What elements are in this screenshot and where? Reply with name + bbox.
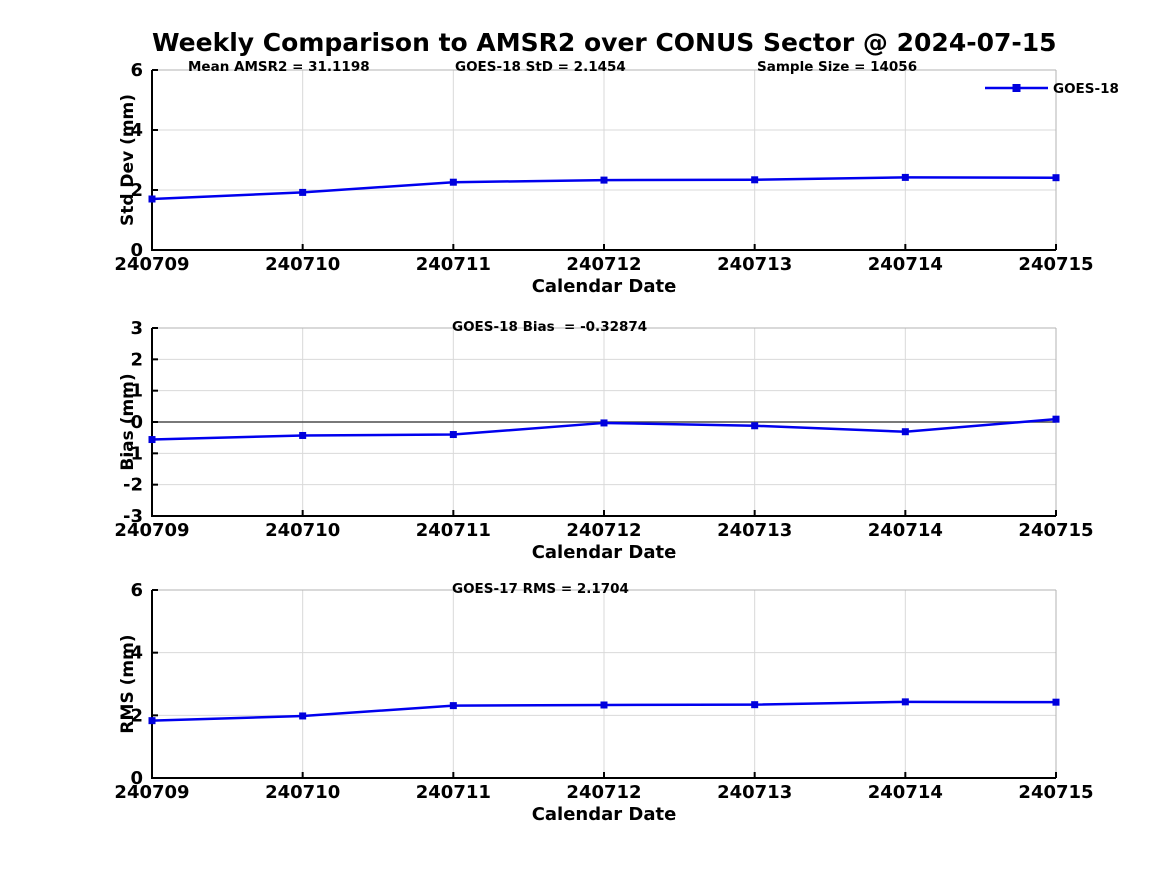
y-tick-label: 4	[130, 120, 143, 141]
legend: GOES-18	[985, 81, 1119, 97]
legend-marker	[1012, 84, 1021, 92]
annotation-text: Sample Size = 14056	[757, 59, 917, 75]
y-tick-label: 0	[130, 412, 143, 433]
y-tick-label: -3	[123, 506, 143, 527]
annotation-text: GOES-17 RMS = 2.1704	[452, 581, 629, 597]
annotation-text: GOES-18 Bias = -0.32874	[452, 319, 647, 335]
x-axis-label: Calendar Date	[532, 804, 677, 825]
data-marker	[751, 422, 759, 430]
x-tick-label: 240710	[265, 520, 340, 541]
data-marker	[148, 717, 156, 725]
x-axis-label: Calendar Date	[532, 276, 677, 297]
plot-stddev: 240709 240710 240711 240712 240713 240714 2407…	[114, 59, 1118, 297]
x-tick-label: 240712	[566, 520, 641, 541]
data-marker	[299, 431, 307, 439]
x-axis-label: Calendar Date	[532, 542, 677, 563]
x-tick-label: 240711	[416, 782, 491, 803]
y-tick-labels: 0 2 4 6	[130, 60, 143, 261]
y-tick-label: -1	[123, 443, 143, 464]
data-marker	[299, 188, 307, 196]
annotation-text: Mean AMSR2 = 31.1198	[188, 59, 370, 75]
plot-bias: 240709 240710 240711 240712 240713 240714 2407…	[114, 318, 1093, 563]
y-axis-label: RMS (mm)	[118, 634, 138, 733]
x-tick-label: 240715	[1018, 782, 1093, 803]
data-marker	[901, 173, 909, 181]
series-markers	[148, 415, 1060, 444]
gridlines	[152, 328, 1056, 516]
x-tick-label: 240713	[717, 254, 792, 275]
x-tick-label: 240709	[114, 254, 189, 275]
x-tick-label: 240714	[868, 782, 943, 803]
x-tick-label: 240709	[114, 782, 189, 803]
data-marker	[600, 176, 608, 184]
ticks	[151, 589, 1057, 779]
x-tick-label: 240710	[265, 254, 340, 275]
y-tick-label: 2	[130, 705, 143, 726]
y-tick-label: -2	[123, 475, 143, 496]
data-marker	[600, 701, 608, 709]
data-marker	[751, 176, 759, 184]
data-marker	[1052, 698, 1060, 706]
data-marker	[148, 436, 156, 444]
figure-title: Weekly Comparison to AMSR2 over CONUS Se…	[152, 28, 1057, 57]
y-tick-label: 4	[130, 643, 143, 664]
y-tick-label: 3	[130, 318, 143, 339]
x-tick-label: 240714	[868, 520, 943, 541]
x-tick-label: 240713	[717, 520, 792, 541]
y-axis-label: Bias (mm)	[118, 373, 138, 470]
x-tick-label: 240712	[566, 254, 641, 275]
data-marker	[449, 178, 457, 186]
x-tick-label: 240711	[416, 254, 491, 275]
plot-rms: 240709 240710 240711 240712 240713 240714 2407…	[114, 580, 1093, 825]
y-tick-label: 2	[130, 180, 143, 201]
y-tick-labels: -3 -2 -1 0 1 2 3	[123, 318, 143, 527]
series-markers	[148, 698, 1060, 725]
y-axis-label: Std Dev (mm)	[118, 94, 138, 226]
annotation-text: GOES-18 StD = 2.1454	[455, 59, 626, 75]
data-marker	[600, 419, 608, 427]
ticks	[151, 327, 1057, 517]
x-tick-label: 240711	[416, 520, 491, 541]
x-tick-label: 240709	[114, 520, 189, 541]
y-tick-label: 6	[130, 60, 143, 81]
x-tick-label: 240715	[1018, 254, 1093, 275]
data-marker	[1052, 174, 1060, 182]
data-marker	[751, 701, 759, 709]
y-tick-label: 0	[130, 240, 143, 261]
data-marker	[1052, 415, 1060, 423]
x-tick-labels: 240709 240710 240711 240712 240713 240714 2407…	[114, 782, 1093, 803]
x-tick-label: 240714	[868, 254, 943, 275]
data-marker	[449, 702, 457, 710]
x-tick-label: 240713	[717, 782, 792, 803]
y-tick-label: 0	[130, 768, 143, 789]
data-marker	[449, 431, 457, 439]
gridlines	[152, 70, 1056, 250]
data-marker	[299, 712, 307, 720]
data-marker	[901, 428, 909, 436]
y-tick-label: 6	[130, 580, 143, 601]
data-marker	[901, 698, 909, 706]
x-tick-label: 240715	[1018, 520, 1093, 541]
y-tick-labels: 0 2 4 6	[130, 580, 143, 789]
x-tick-labels: 240709 240710 240711 240712 240713 240714 2407…	[114, 254, 1093, 275]
y-tick-label: 2	[130, 349, 143, 370]
x-tick-label: 240710	[265, 782, 340, 803]
y-tick-label: 1	[130, 381, 143, 402]
legend-label: GOES-18	[1053, 81, 1119, 97]
ticks	[151, 69, 1057, 251]
data-marker	[148, 195, 156, 203]
x-tick-labels: 240709 240710 240711 240712 240713 240714 2407…	[114, 520, 1093, 541]
gridlines	[152, 590, 1056, 778]
series-markers	[148, 173, 1060, 203]
x-tick-label: 240712	[566, 782, 641, 803]
